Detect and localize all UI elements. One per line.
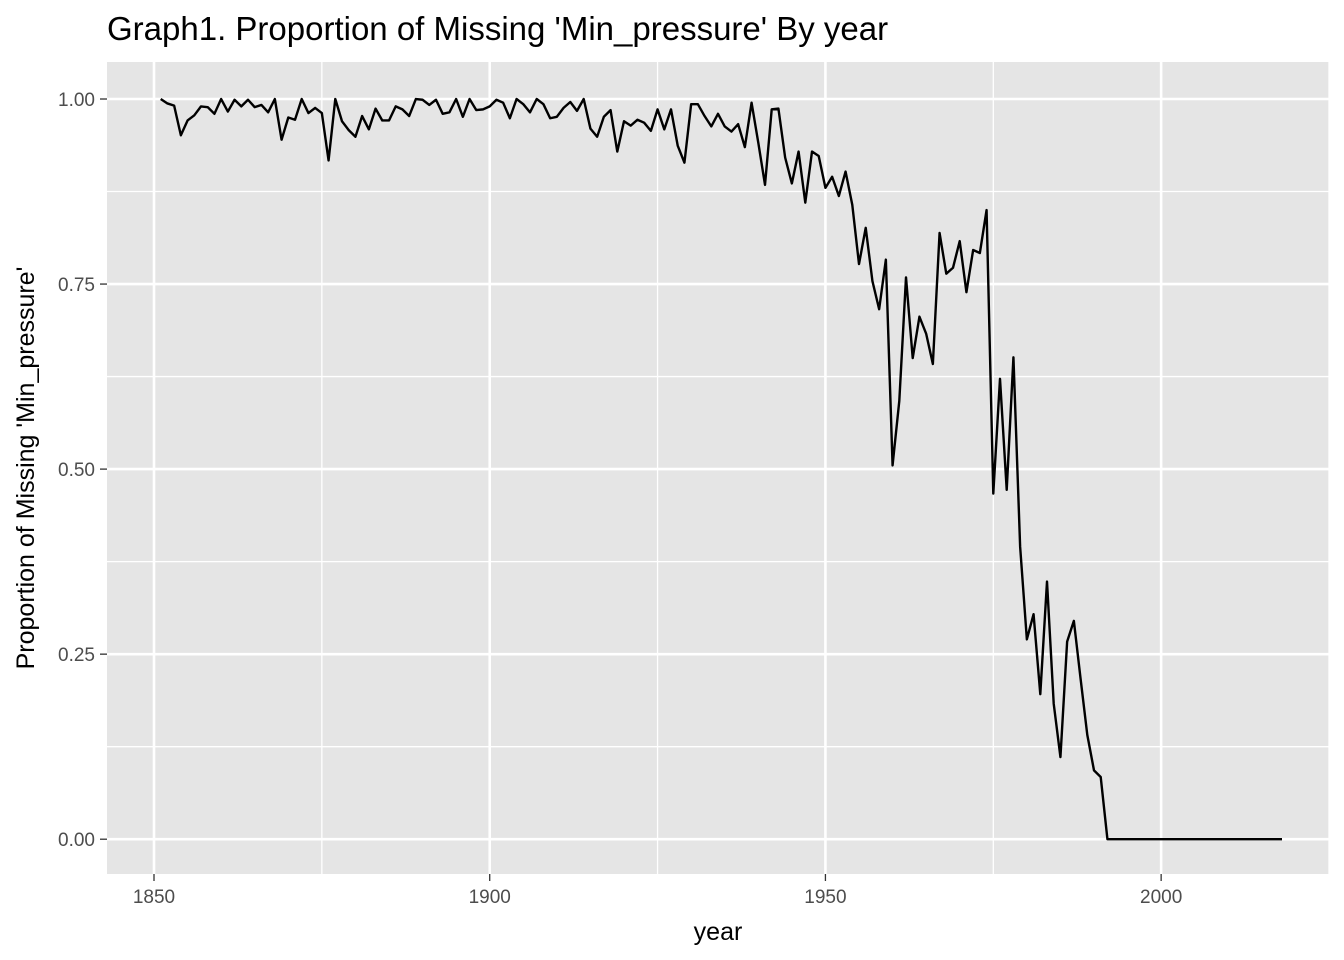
x-axis-title: year bbox=[694, 918, 743, 946]
y-axis-title: Proportion of Missing 'Min_pressure' bbox=[12, 267, 40, 670]
series-line bbox=[160, 97, 1282, 841]
y-tick-label: 1.00 bbox=[58, 90, 95, 111]
x-tick-label: 2000 bbox=[1140, 887, 1182, 908]
x-tick-label: 1950 bbox=[804, 887, 846, 908]
y-axis: 0.00 0.25 0.50 0.75 1.00 bbox=[58, 90, 107, 851]
y-tick-label: 0.75 bbox=[58, 275, 95, 296]
y-tick-label: 0.50 bbox=[58, 460, 95, 481]
x-tick-label: 1900 bbox=[469, 887, 511, 908]
chart-title: Graph1. Proportion of Missing 'Min_press… bbox=[107, 10, 888, 47]
major-gridlines bbox=[107, 62, 1329, 874]
y-tick-label: 0.25 bbox=[58, 645, 95, 666]
x-axis: 1850 1900 1950 2000 bbox=[133, 874, 1182, 908]
x-tick-label: 1850 bbox=[133, 887, 175, 908]
y-tick-label: 0.00 bbox=[58, 830, 95, 851]
